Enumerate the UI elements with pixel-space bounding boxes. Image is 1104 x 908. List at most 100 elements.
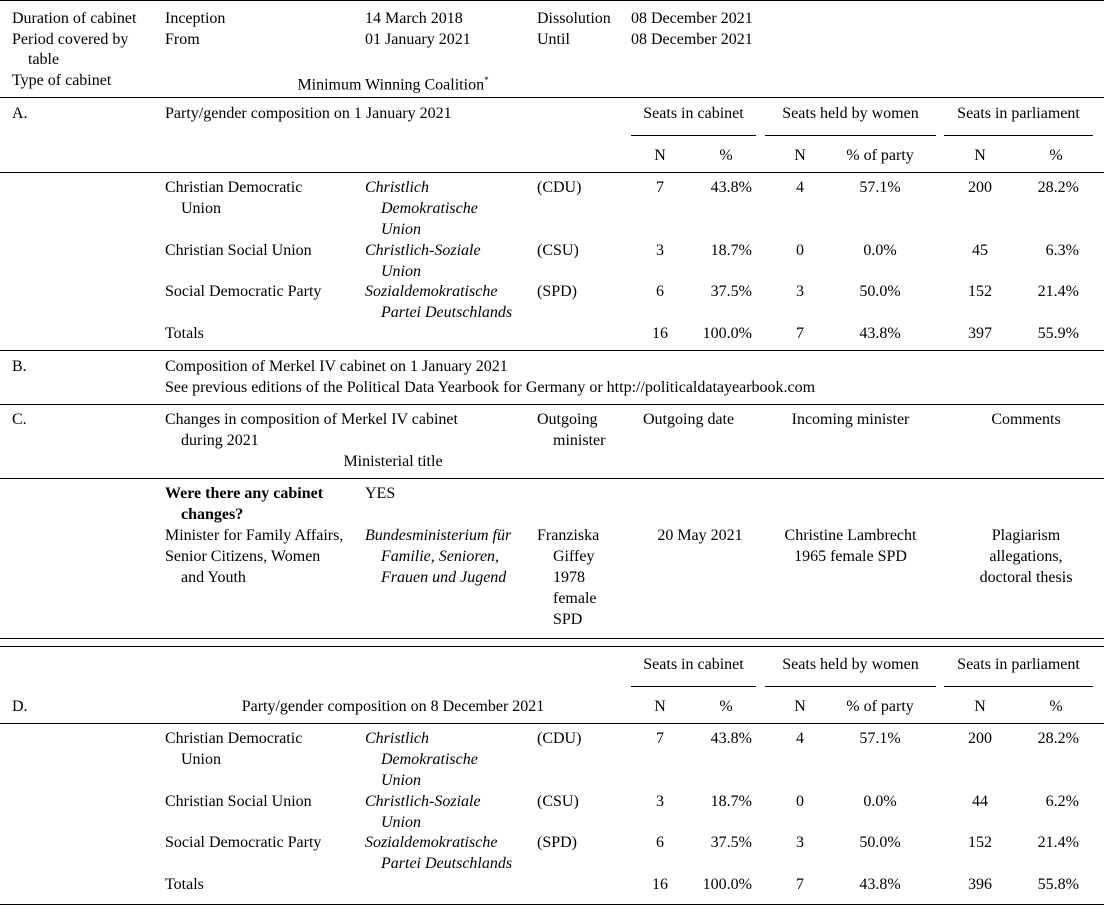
duration-label: Duration of cabinet	[12, 10, 137, 27]
parliament-seats-n: 44	[972, 793, 988, 810]
parliament-seats-pct: 28.2%	[1037, 179, 1079, 196]
women-seats-n: 4	[796, 179, 804, 196]
parliament-seats-pct: 6.3%	[1045, 242, 1079, 259]
table-row-line: Partei Deutschlands	[0, 302, 1104, 323]
type-row: Type of cabinet Minimum Winning Coalitio…	[0, 70, 1104, 93]
parliament-seats-pct: 28.2%	[1037, 730, 1079, 747]
party-name: Union	[181, 751, 221, 768]
party-native-name: Christlich-Soziale	[365, 242, 481, 259]
table-row-line: Union	[0, 261, 1104, 282]
totals-parliament-pct: 55.8%	[1037, 876, 1079, 893]
header-underline-parliament	[944, 686, 1093, 687]
type-value-text: Minimum Winning Coalition	[297, 76, 485, 94]
period-label: Period covered by	[12, 31, 129, 48]
totals-parliament-pct: 55.9%	[1037, 325, 1079, 342]
parliament-seats-pct: 21.4%	[1037, 283, 1079, 300]
incoming-minister: 1965 female SPD	[794, 548, 907, 565]
cabinet-changes-question: Were there any cabinet	[165, 485, 324, 502]
header-n: N	[974, 698, 986, 715]
parliament-seats-n: 200	[968, 179, 992, 196]
table-row-line: Union Demokratische	[0, 749, 1104, 770]
header-n: N	[794, 698, 806, 715]
cabinet-seats-pct: 18.7%	[710, 793, 752, 810]
cabinet-changes-answer: YES	[365, 485, 396, 502]
women-seats-pct-party: 57.1%	[859, 730, 901, 747]
party-abbreviation: (CSU)	[537, 793, 579, 810]
rule	[0, 478, 1104, 479]
table-row-line: Social Democratic Party Sozialdemokratisc…	[0, 281, 1104, 302]
header-underline-women	[765, 686, 936, 687]
dissolution-date: 08 December 2021	[631, 10, 753, 27]
rule	[0, 350, 1104, 351]
header-outgoing-date: Outgoing date	[643, 411, 735, 428]
table-row-line: Social Democratic Party Sozialdemokratisc…	[0, 832, 1104, 853]
women-seats-pct-party: 0.0%	[863, 242, 897, 259]
women-seats-n: 3	[796, 834, 804, 851]
table-row-line: Union	[0, 770, 1104, 791]
totals-cabinet-n: 16	[652, 325, 668, 342]
cabinet-seats-pct: 43.8%	[710, 179, 752, 196]
party-native-name: Union	[381, 814, 421, 831]
party-native-name: Partei Deutschlands	[381, 304, 513, 321]
header-underline-parliament	[944, 135, 1093, 136]
comments: allegations,	[989, 548, 1063, 565]
parliament-seats-pct: 21.4%	[1037, 834, 1079, 851]
from-date: 01 January 2021	[365, 31, 471, 48]
ministerial-title-native: Frauen und Jugend	[381, 569, 507, 586]
cabinet-seats-n: 3	[656, 242, 664, 259]
header-underline-cabinet	[631, 686, 756, 687]
parliament-seats-pct: 6.2%	[1045, 793, 1079, 810]
header-seats-women: Seats held by women	[782, 105, 919, 122]
party-abbreviation: (CDU)	[537, 730, 582, 747]
table-row-line: Christian Democratic Christlich (CDU) 7 43.8…	[0, 177, 1104, 198]
section-c-title: Changes in composition of Merkel IV cabi…	[165, 411, 458, 428]
party-native-name: Sozialdemokratische	[365, 834, 498, 851]
party-name: Union	[181, 200, 221, 217]
rule-double-2	[0, 646, 1104, 647]
type-value: Minimum Winning Coalition*	[230, 70, 556, 95]
footnote-marker: *	[484, 75, 489, 85]
ministerial-title: and Youth	[181, 569, 246, 586]
rule	[0, 404, 1104, 405]
cabinet-seats-n: 3	[656, 793, 664, 810]
women-seats-n: 0	[796, 242, 804, 259]
incoming-minister: Christine Lambrecht	[784, 527, 917, 544]
table-row-line: Union	[0, 219, 1104, 240]
women-seats-n: 4	[796, 730, 804, 747]
cabinet-seats-pct: 37.5%	[710, 283, 752, 300]
table-row-line: female	[0, 588, 1104, 609]
totals-women-n: 7	[796, 876, 804, 893]
women-seats-pct-party: 50.0%	[859, 834, 901, 851]
outgoing-minister: Giffey	[553, 548, 595, 565]
table-row-line: Christian Social Union Christlich-Soziale…	[0, 240, 1104, 261]
header-seats-women: Seats held by women	[782, 656, 919, 673]
party-abbreviation: (SPD)	[537, 283, 578, 300]
period-label-cont: table	[28, 51, 60, 68]
ministerial-title: Minister for Family Affairs,	[165, 527, 344, 544]
table-row-line: Totals 16 100.0% 7 43.8% 396 55.8%	[0, 874, 1104, 895]
until-date: 08 December 2021	[631, 31, 753, 48]
totals-women-n: 7	[796, 325, 804, 342]
header-n: N	[974, 147, 986, 164]
outgoing-minister: Franziska	[537, 527, 600, 544]
header-ministerial-title: Ministerial title	[343, 453, 443, 470]
section-c-letter: C.	[12, 411, 27, 428]
cabinet-changes-question-cont: changes?	[181, 506, 244, 523]
header-underline-cabinet	[631, 135, 756, 136]
women-seats-pct-party: 0.0%	[863, 793, 897, 810]
party-native-name: Demokratische	[381, 751, 478, 768]
until-label: Until	[537, 31, 570, 48]
women-seats-pct-party: 57.1%	[859, 179, 901, 196]
outgoing-minister: female	[553, 590, 597, 607]
header-incoming-minister: Incoming minister	[791, 411, 910, 428]
women-seats-n: 0	[796, 793, 804, 810]
rule	[0, 723, 1104, 724]
party-native-name: Christlich-Soziale	[365, 793, 481, 810]
totals-parliament-n: 396	[968, 876, 992, 893]
totals-women-pct: 43.8%	[859, 876, 901, 893]
totals-label: Totals	[165, 876, 204, 893]
header-underline-women	[765, 135, 936, 136]
party-native-name: Union	[381, 221, 421, 238]
party-native-name: Sozialdemokratische	[365, 283, 498, 300]
outgoing-date: 20 May 2021	[657, 527, 743, 544]
